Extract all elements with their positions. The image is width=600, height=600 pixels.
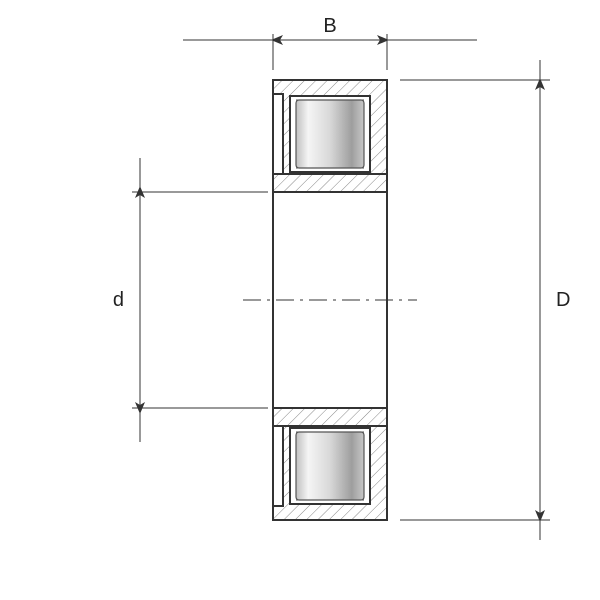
roller-top [296,100,364,168]
roller-bottom [296,432,364,500]
inner-ring-top [273,174,387,192]
inner-ring-bottom [273,408,387,426]
label-b: B [323,15,336,37]
bearing-cross-section-diagram: B Dd [0,0,600,600]
label-d: d [113,289,124,311]
label-D: D [556,289,570,311]
